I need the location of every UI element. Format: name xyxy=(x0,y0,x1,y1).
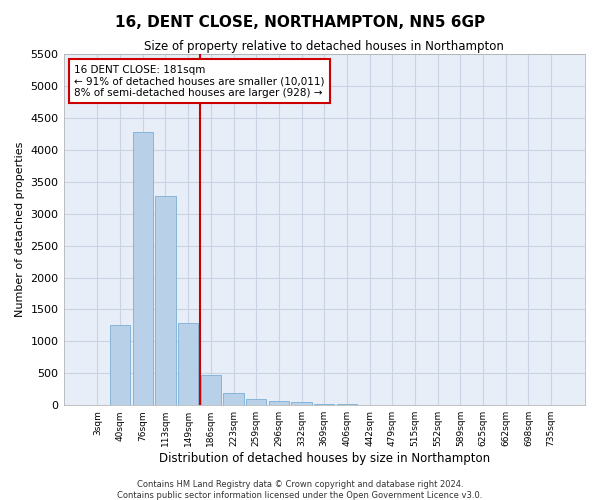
Text: Contains HM Land Registry data © Crown copyright and database right 2024.
Contai: Contains HM Land Registry data © Crown c… xyxy=(118,480,482,500)
Bar xyxy=(178,323,199,405)
Bar xyxy=(110,325,130,405)
Text: 16 DENT CLOSE: 181sqm
← 91% of detached houses are smaller (10,011)
8% of semi-d: 16 DENT CLOSE: 181sqm ← 91% of detached … xyxy=(74,64,325,98)
Bar xyxy=(314,404,334,405)
X-axis label: Distribution of detached houses by size in Northampton: Distribution of detached houses by size … xyxy=(159,452,490,465)
Bar xyxy=(359,404,380,405)
Text: 16, DENT CLOSE, NORTHAMPTON, NN5 6GP: 16, DENT CLOSE, NORTHAMPTON, NN5 6GP xyxy=(115,15,485,30)
Bar xyxy=(337,404,357,405)
Title: Size of property relative to detached houses in Northampton: Size of property relative to detached ho… xyxy=(145,40,504,53)
Bar xyxy=(269,400,289,405)
Bar xyxy=(133,132,153,405)
Bar xyxy=(246,399,266,405)
Bar xyxy=(155,196,176,405)
Y-axis label: Number of detached properties: Number of detached properties xyxy=(15,142,25,318)
Bar xyxy=(200,374,221,405)
Bar xyxy=(223,393,244,405)
Bar xyxy=(292,402,312,405)
